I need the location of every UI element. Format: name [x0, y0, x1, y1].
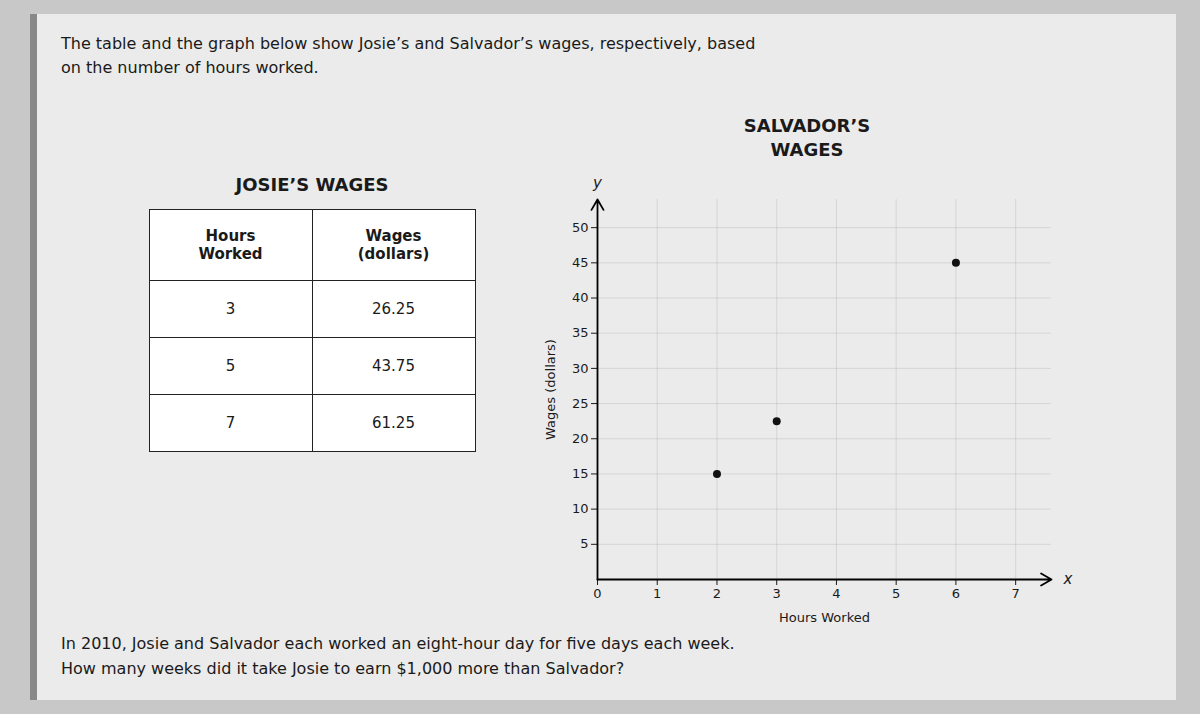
html-text:Hours Worked: Hours Worked [198, 227, 263, 263]
svg-text:5: 5 [892, 585, 900, 600]
svg-text:25: 25 [572, 395, 589, 410]
svg-text:15: 15 [572, 466, 589, 481]
svg-text:Hours Worked: Hours Worked [779, 609, 870, 624]
svg-text:4: 4 [832, 585, 840, 600]
html-text:7: 7 [225, 414, 236, 432]
svg-text:3: 3 [773, 585, 781, 600]
svg-text:y: y [592, 174, 603, 192]
html-text:The table and the graph below: The table and the graph below show Josie… [61, 34, 756, 77]
svg-text:45: 45 [572, 255, 589, 270]
html-text:43.75: 43.75 [372, 357, 415, 375]
html-text:SALVADOR’S WAGES: SALVADOR’S WAGES [743, 115, 871, 161]
svg-text:40: 40 [572, 290, 589, 305]
html-text:61.25: 61.25 [372, 414, 415, 432]
html-text:JOSIE’S WAGES: JOSIE’S WAGES [235, 174, 389, 195]
svg-text:30: 30 [572, 360, 589, 375]
svg-text:1: 1 [653, 585, 661, 600]
html-text:26.25: 26.25 [372, 300, 415, 318]
html-text:Wages (dollars): Wages (dollars) [357, 227, 430, 263]
html-text:3: 3 [225, 300, 236, 318]
html-text:5: 5 [225, 357, 236, 375]
svg-text:0: 0 [593, 585, 601, 600]
svg-text:20: 20 [572, 431, 589, 446]
svg-text:x: x [1063, 570, 1073, 588]
html-text:In 2010, Josie and Salvador ea: In 2010, Josie and Salvador each worked … [61, 634, 735, 678]
svg-text:35: 35 [572, 325, 589, 340]
svg-text:Wages (dollars): Wages (dollars) [543, 339, 558, 440]
svg-text:50: 50 [572, 219, 589, 234]
svg-text:10: 10 [572, 501, 589, 516]
svg-text:7: 7 [1012, 585, 1020, 600]
svg-text:5: 5 [580, 536, 588, 551]
svg-text:2: 2 [713, 585, 721, 600]
svg-text:6: 6 [952, 585, 960, 600]
